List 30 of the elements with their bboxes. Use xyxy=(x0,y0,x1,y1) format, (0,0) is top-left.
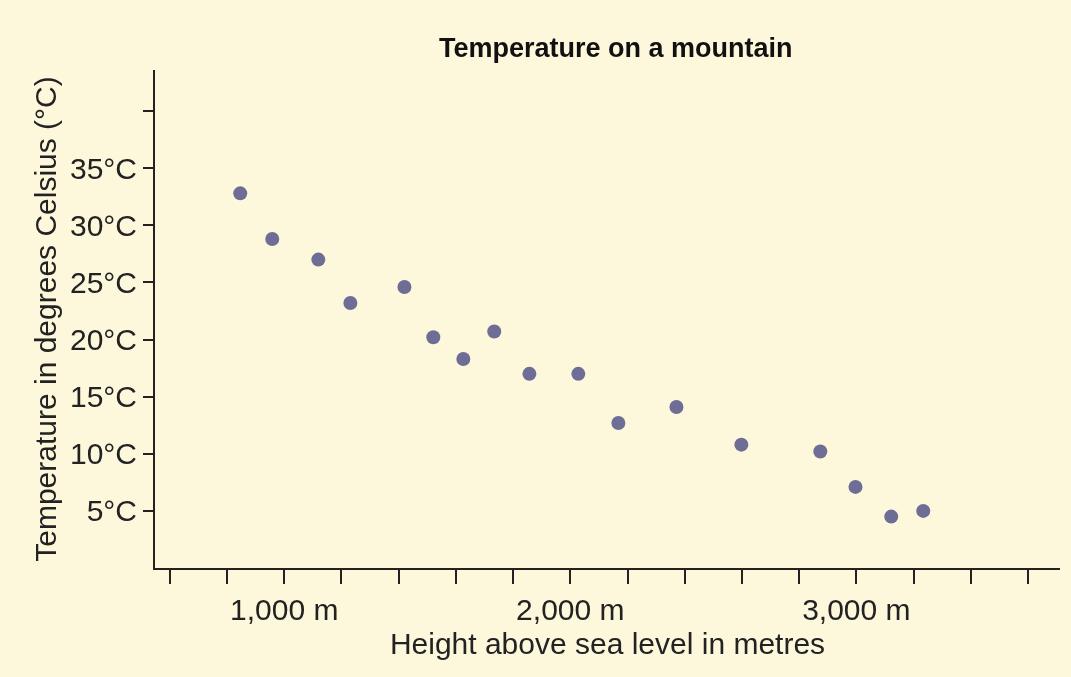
point xyxy=(916,503,931,518)
point xyxy=(848,479,863,494)
x-tick-label: 3,000 m xyxy=(802,593,911,626)
x-axis-title: Height above sea level in metres xyxy=(389,627,826,660)
point xyxy=(734,437,749,452)
point xyxy=(233,186,248,201)
point xyxy=(884,509,899,524)
point xyxy=(311,252,326,267)
y-tick-label: 15°C xyxy=(69,380,137,414)
y-tick-label: 5°C xyxy=(86,494,137,528)
point xyxy=(487,324,502,339)
y-tick-label: 10°C xyxy=(69,437,137,471)
x-tick-label: 1,000 m xyxy=(230,593,339,626)
point xyxy=(571,366,586,381)
point xyxy=(265,232,280,247)
y-tick-label: 35°C xyxy=(69,151,137,185)
point xyxy=(522,366,537,381)
point xyxy=(426,330,441,345)
y-tick-label: 20°C xyxy=(69,323,137,357)
point xyxy=(813,444,828,459)
point xyxy=(611,415,626,430)
y-tick-label: 30°C xyxy=(69,208,137,242)
y-axis-title: Temperature in degrees Celsius (°C) xyxy=(29,76,63,562)
x-tick-label: 2,000 m xyxy=(516,593,625,626)
point xyxy=(343,296,358,310)
point xyxy=(669,399,684,414)
point xyxy=(397,280,412,295)
y-tick-label: 25°C xyxy=(69,265,137,299)
point xyxy=(456,351,471,366)
chart-title: Temperature on a mountain xyxy=(439,32,793,63)
